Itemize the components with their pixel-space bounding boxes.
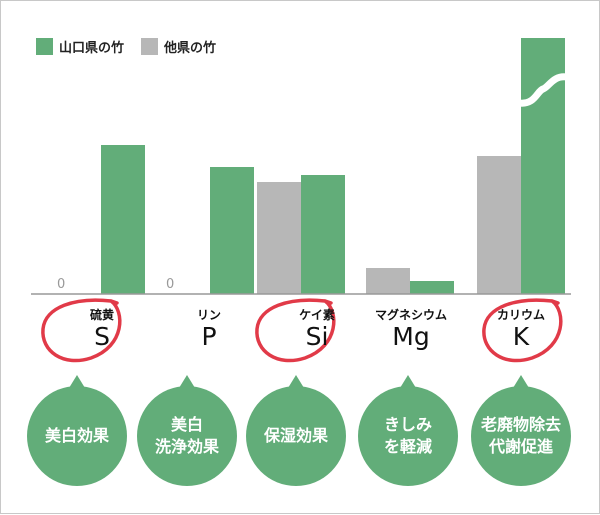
effect-bubble: 美白効果 <box>27 375 127 486</box>
category-name: マグネシウム <box>374 308 447 322</box>
axis-break-mark <box>518 73 568 107</box>
effect-bubble: きしみ を軽減 <box>358 375 458 486</box>
category-name: 硫黄 <box>89 308 114 322</box>
category-mg: マグネシウム Mg <box>361 307 461 351</box>
highlight-circle-si <box>255 298 336 363</box>
effect-bubble: 老廃物除去 代謝促進 <box>471 375 571 486</box>
legend-swatch <box>141 38 158 55</box>
legend-swatch <box>36 38 53 55</box>
effect-bubble: 美白 洗浄効果 <box>137 375 237 486</box>
bar-yamaguchi-mg <box>410 281 454 294</box>
highlight-circle-k <box>482 298 563 363</box>
category-k: カリウム K <box>471 307 571 351</box>
category-name: カリウム <box>496 308 545 322</box>
zero-label-p: 0 <box>166 277 174 292</box>
legend-label: 他県の竹 <box>164 41 217 56</box>
category-symbol: S <box>94 322 110 351</box>
effect-text: 美白効果 <box>44 426 109 445</box>
category-symbol: Mg <box>392 322 430 351</box>
effect-bubble: 保湿効果 <box>246 375 346 486</box>
legend-label: 山口県の竹 <box>59 41 125 56</box>
zero-label-s: 0 <box>57 277 65 292</box>
highlight-circle-s <box>41 298 122 363</box>
legend-item-yamaguchi: 山口県の竹 <box>36 37 124 56</box>
effect-text: 保湿効果 <box>263 426 328 445</box>
bar-others-si <box>257 182 301 294</box>
bar-yamaguchi-p <box>210 167 254 294</box>
bar-others-k <box>477 156 521 294</box>
bar-yamaguchi-s <box>101 145 145 294</box>
category-symbol: Si <box>305 322 329 351</box>
category-name: リン <box>196 308 221 322</box>
effect-text: きしみ を軽減 <box>383 415 432 456</box>
category-name: ケイ素 <box>299 308 335 322</box>
legend-item-others: 他県の竹 <box>141 37 216 56</box>
effect-text: 美白 洗浄効果 <box>154 415 219 456</box>
category-symbol: K <box>512 322 530 351</box>
category-symbol: P <box>201 322 217 351</box>
effect-text: 老廃物除去 代謝促進 <box>480 415 561 456</box>
category-p: リン P <box>159 307 259 351</box>
bar-others-mg <box>366 268 410 294</box>
bar-yamaguchi-si <box>301 175 345 294</box>
category-s: 硫黄 S <box>52 307 152 351</box>
category-si: ケイ素 Si <box>267 307 367 351</box>
